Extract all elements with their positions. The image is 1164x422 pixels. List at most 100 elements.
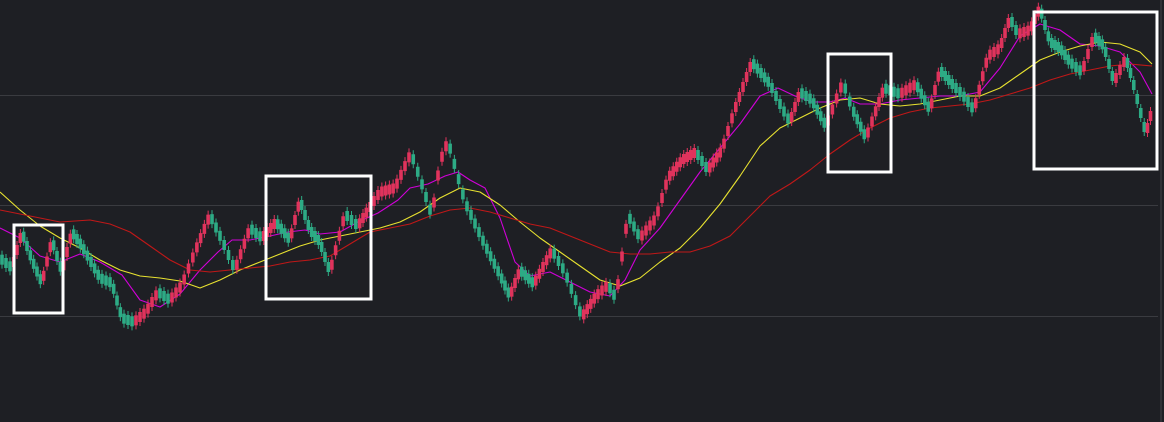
candle-body-306 — [1142, 122, 1147, 132]
candle-body-157 — [588, 298, 593, 309]
candle-body-154 — [578, 306, 582, 317]
candle-body-214 — [804, 91, 808, 101]
candle-body-35 — [122, 313, 126, 324]
candle-body-22 — [75, 234, 79, 244]
candle-body-146 — [544, 255, 549, 266]
candle-body-254 — [954, 83, 958, 93]
candle-body-46 — [166, 293, 170, 304]
candle-body-190 — [714, 152, 719, 163]
candle-body-223 — [839, 82, 843, 93]
candle-body-55 — [202, 223, 207, 234]
candle-body-307 — [1145, 123, 1150, 133]
candle-body-163 — [612, 289, 616, 300]
candle-body-114 — [424, 192, 428, 202]
candle-body-34 — [118, 307, 123, 318]
candle-body-117 — [436, 170, 440, 181]
candle-body-152 — [569, 283, 574, 294]
candle-body-61 — [226, 250, 231, 260]
candle-body-281 — [1053, 40, 1057, 50]
candle-body-261 — [980, 71, 985, 82]
candle-body-143 — [534, 275, 538, 286]
candle-body-2 — [8, 261, 12, 272]
candle-body-149 — [556, 256, 561, 266]
highlight-box-4 — [1032, 10, 1159, 171]
candle-body-134 — [503, 280, 507, 291]
candle-body-12 — [41, 270, 46, 281]
candle-body-207 — [778, 99, 782, 109]
candle-body-253 — [950, 79, 955, 89]
candle-body-125 — [469, 209, 473, 220]
candle-body-308 — [1148, 111, 1153, 121]
candle-body-88 — [323, 252, 327, 262]
candle-body-80 — [296, 201, 301, 212]
candle-body-241 — [908, 82, 912, 93]
candle-body-37 — [130, 316, 134, 327]
candle-body-289 — [1082, 61, 1086, 71]
candle-body-301 — [1125, 58, 1130, 68]
candle-body-33 — [115, 295, 119, 306]
candle-body-1 — [4, 258, 8, 268]
candle-body-150 — [561, 263, 565, 274]
candle-body-244 — [919, 88, 924, 99]
candle-body-76 — [282, 228, 287, 239]
moving-average-mid — [0, 41, 1153, 289]
candle-body-4 — [15, 245, 19, 255]
candle-body-287 — [1074, 62, 1078, 72]
candle-body-90 — [330, 259, 334, 270]
candle-body-135 — [506, 287, 511, 298]
candle-body-56 — [206, 214, 210, 225]
candle-body-104 — [383, 185, 388, 196]
candle-body-28 — [96, 269, 100, 280]
candle-body-43 — [154, 290, 158, 301]
candle-body-99 — [364, 207, 369, 218]
candle-body-175 — [660, 193, 664, 203]
candle-body-98 — [361, 213, 365, 223]
candle-body-83 — [306, 220, 311, 230]
candle-body-53 — [195, 242, 199, 253]
candle-body-105 — [387, 184, 392, 195]
candle-body-258 — [970, 102, 974, 113]
candle-body-72 — [268, 223, 273, 233]
candle-body-279 — [1046, 31, 1051, 42]
candle-body-212 — [796, 92, 801, 102]
candle-body-147 — [548, 248, 552, 259]
candle-body-186 — [700, 156, 704, 166]
candle-body-172 — [648, 220, 652, 231]
candle-body-286 — [1070, 58, 1074, 69]
candle-body-249 — [936, 71, 941, 82]
candle-body-205 — [770, 83, 774, 93]
candle-body-151 — [565, 272, 569, 283]
candle-body-168 — [632, 221, 636, 232]
highlight-boxes — [12, 10, 1159, 315]
candle-body-278 — [1043, 20, 1047, 30]
candle-body-68 — [254, 228, 258, 238]
candle-body-166 — [624, 223, 628, 234]
candle-body-206 — [774, 91, 778, 101]
candle-body-273 — [1026, 25, 1030, 36]
candle-body-291 — [1090, 37, 1094, 47]
candle-body-167 — [628, 213, 632, 224]
candle-body-122 — [456, 174, 461, 185]
candle-body-74 — [275, 219, 280, 230]
candle-body-295 — [1103, 47, 1108, 57]
candle-body-118 — [440, 151, 444, 162]
candle-body-257 — [966, 97, 970, 107]
candle-body-62 — [231, 260, 235, 270]
candle-body-255 — [958, 87, 962, 97]
candle-body-39 — [138, 312, 142, 322]
candle-body-81 — [299, 200, 304, 210]
candle-body-226 — [851, 106, 856, 117]
candle-body-282 — [1056, 42, 1061, 52]
candle-body-11 — [38, 274, 43, 285]
candle-body-26 — [89, 257, 93, 267]
candle-body-242 — [912, 80, 916, 91]
candle-body-209 — [786, 113, 790, 124]
candle-body-238 — [896, 88, 900, 99]
candle-body-106 — [391, 183, 395, 194]
candle-body-49 — [178, 282, 182, 293]
candle-body-57 — [210, 214, 214, 225]
candle-body-234 — [880, 87, 885, 98]
candle-body-138 — [516, 269, 521, 280]
